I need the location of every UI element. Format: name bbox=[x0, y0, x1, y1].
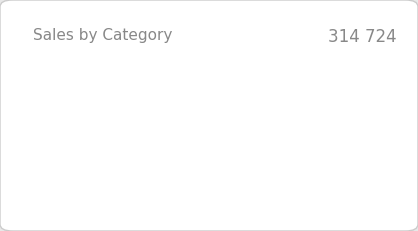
Bar bbox=[84, 114, 285, 130]
Bar bbox=[84, 190, 246, 206]
Text: Sales by Category: Sales by Category bbox=[33, 28, 173, 43]
Text: 98 340: 98 340 bbox=[330, 77, 371, 90]
Bar bbox=[84, 76, 326, 92]
Text: 65 748: 65 748 bbox=[250, 191, 291, 204]
Bar bbox=[84, 152, 255, 168]
Text: 69 288: 69 288 bbox=[259, 153, 300, 167]
Text: 314 724: 314 724 bbox=[329, 28, 397, 46]
Text: 81 348: 81 348 bbox=[288, 115, 329, 128]
